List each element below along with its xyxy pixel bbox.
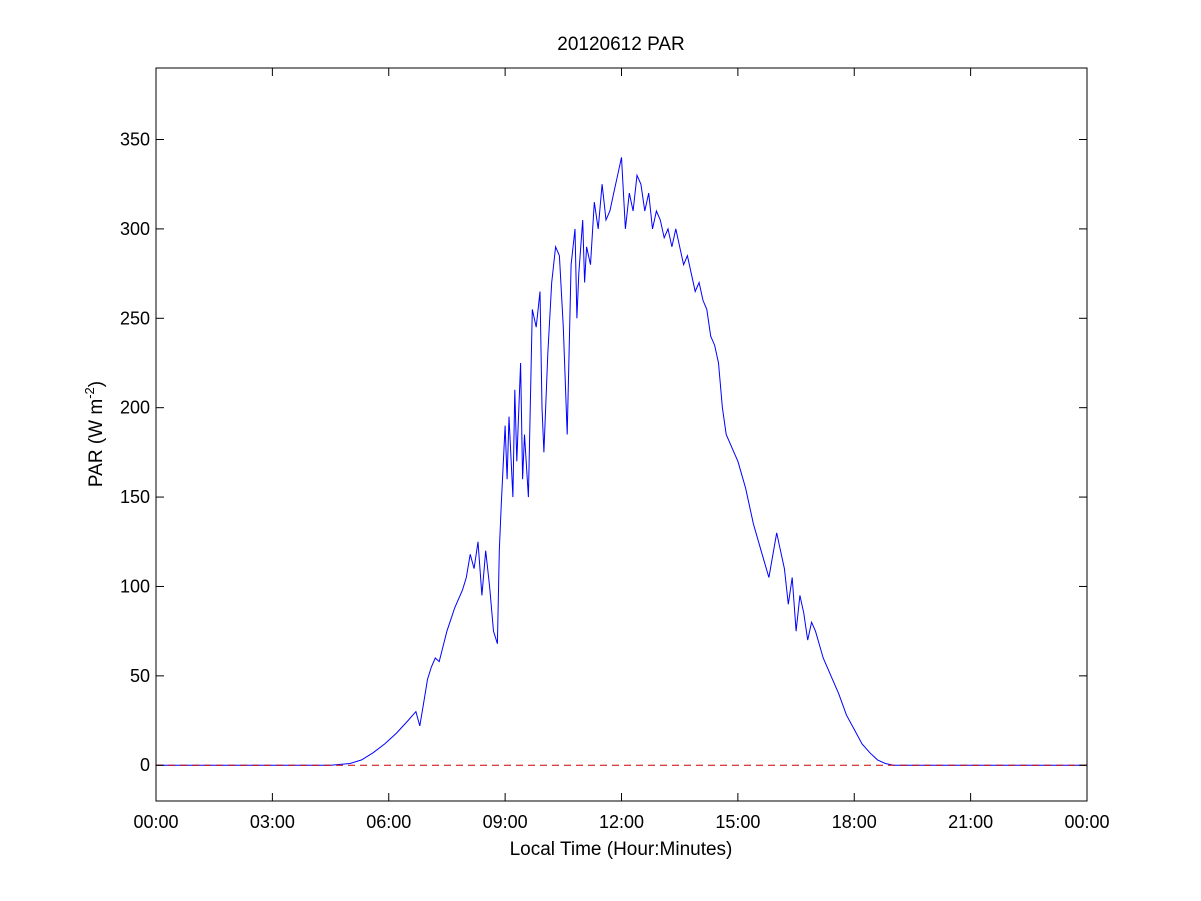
y-axis-label: PAR (W m-2) (82, 381, 107, 487)
x-tick-label: 15:00 (715, 812, 760, 832)
y-axis-label-close: ) (86, 381, 107, 387)
x-tick-label: 03:00 (250, 812, 295, 832)
x-tick-label: 21:00 (948, 812, 993, 832)
x-axis-label: Local Time (Hour:Minutes) (510, 839, 733, 860)
y-axis-label-main: PAR (W m (86, 399, 107, 487)
x-tick-label: 18:00 (832, 812, 877, 832)
series-layer (156, 157, 1087, 766)
y-tick-label: 250 (120, 308, 150, 328)
y-tick-label: 100 (120, 576, 150, 596)
x-tick-label: 00:00 (1064, 812, 1109, 832)
x-tick-label: 12:00 (599, 812, 644, 832)
y-axis-label-sup: -2 (82, 387, 97, 399)
tick-layer: 00:00 03:00 06:00 09:00 12:00 15:00 18:00 21:00… (120, 68, 1110, 832)
x-tick-label: 00:00 (133, 812, 178, 832)
y-tick-label: 300 (120, 219, 150, 239)
y-tick-label: 200 (120, 398, 150, 418)
series-line-0 (156, 157, 1087, 766)
y-tick-label: 350 (120, 130, 150, 150)
chart-title: 20120612 PAR (557, 34, 684, 55)
x-tick-label: 06:00 (366, 812, 411, 832)
plot-frame (155, 67, 1088, 802)
y-tick-label: 0 (140, 755, 150, 775)
y-tick-label: 50 (130, 666, 150, 686)
y-tick-label: 150 (120, 487, 150, 507)
x-tick-label: 09:00 (483, 812, 528, 832)
